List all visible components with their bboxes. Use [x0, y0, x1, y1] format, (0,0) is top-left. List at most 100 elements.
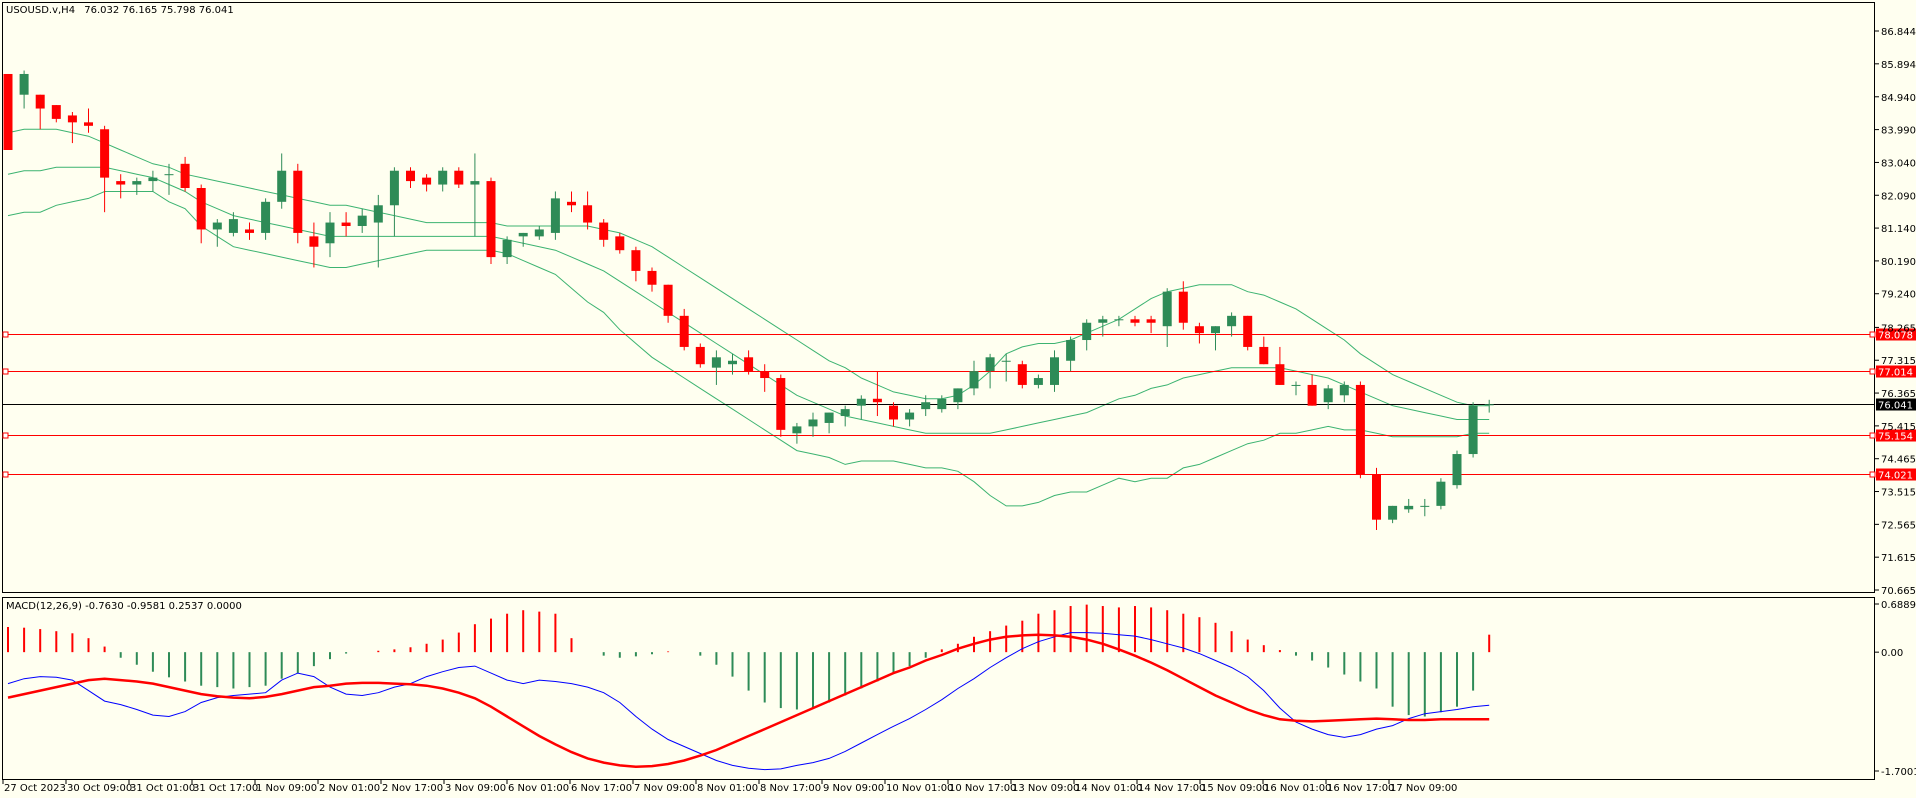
price-panel	[2, 70, 1876, 531]
level-handle-right	[1869, 432, 1876, 439]
macd-signal-line	[7, 633, 1490, 769]
time-tick-label: 14 Nov 17:00	[1138, 783, 1205, 794]
time-tick-label: 8 Nov 01:00	[697, 783, 758, 794]
candle-body-bear	[309, 236, 319, 247]
candle-body-bull	[1436, 481, 1446, 506]
candle-body-bear	[567, 201, 576, 206]
candle-body-bear	[647, 270, 657, 285]
price-tick-label: 86.844	[1881, 27, 1916, 38]
candle-body-bear	[67, 115, 77, 123]
candle-body-bear	[422, 177, 432, 185]
current-price-label: 76.041	[1878, 401, 1913, 412]
time-tick-label: 9 Nov 09:00	[823, 783, 884, 794]
level-badge	[1876, 468, 1916, 481]
time-tick-label: 16 Nov 01:00	[1264, 783, 1331, 794]
candle-body-bull	[502, 239, 512, 258]
time-tick-label: 6 Nov 01:00	[508, 783, 569, 794]
candle-body-bull	[1114, 319, 1124, 321]
candle-body-bull	[953, 388, 963, 403]
candle-body-bull	[824, 412, 834, 423]
candle-body-bull	[373, 205, 383, 223]
candle-body-bear	[1259, 346, 1269, 365]
candle-body-bull	[1211, 326, 1220, 334]
price-tick-label: 71.615	[1881, 553, 1916, 564]
candle-body-bear	[406, 170, 415, 182]
candle-body-bear	[631, 250, 641, 271]
candle-body-bear	[1130, 319, 1140, 323]
time-tick-label: 16 Nov 17:00	[1327, 783, 1394, 794]
price-tick-label: 83.990	[1881, 126, 1916, 137]
price-tick-label: 70.665	[1881, 586, 1916, 597]
price-tick-label: 80.190	[1881, 257, 1916, 268]
candle-body-bear	[1243, 315, 1253, 347]
candle-body-bull	[1082, 322, 1092, 341]
price-tick-label: 79.240	[1881, 290, 1916, 301]
candle-body-bull	[937, 398, 947, 410]
macd-panel	[7, 604, 1491, 771]
candle-body-bull	[1033, 378, 1043, 385]
candle-body-bear	[1372, 474, 1381, 520]
time-tick-label: 10 Nov 17:00	[949, 783, 1016, 794]
level-badge-label: 78.078	[1878, 331, 1913, 342]
time-tick-label: 7 Nov 09:00	[634, 783, 695, 794]
level-badge-label: 74.021	[1878, 471, 1913, 482]
price-tick-label: 76.365	[1881, 389, 1916, 400]
time-tick-label: 1 Nov 09:00	[256, 783, 317, 794]
price-tick-label: 74.465	[1881, 455, 1916, 466]
candle-body-bull	[905, 412, 915, 420]
candle-body-bull	[921, 402, 931, 410]
candle-body-bull	[1323, 388, 1333, 403]
symbol-label: USOUSD.v,H4	[6, 5, 75, 16]
candle-body-bull	[132, 181, 142, 185]
candle-body-bull	[1050, 357, 1059, 385]
candle-body-bear	[84, 122, 93, 126]
candle-body-bull	[808, 419, 818, 427]
time-tick-label: 30 Oct 09:00	[67, 783, 132, 794]
candle-body-bear	[679, 315, 689, 347]
candle-body-bull	[261, 201, 271, 233]
macd-tick-label: -1.7001	[1881, 767, 1916, 778]
candle-body-bear	[180, 163, 190, 188]
level-handle-right	[1869, 331, 1876, 338]
time-tick-label: 17 Nov 09:00	[1390, 783, 1457, 794]
candle-body-bull	[1420, 505, 1430, 507]
time-tick-label: 13 Nov 09:00	[1012, 783, 1079, 794]
macd-tick-label: 0.6889	[1881, 600, 1916, 611]
candle-body-bull	[1227, 315, 1237, 327]
candle-body-bear	[341, 222, 351, 227]
candle-body-bear	[776, 378, 786, 430]
candle-body-bear	[599, 222, 609, 240]
level-handle-left	[2, 471, 9, 478]
candle-body-bear	[1178, 291, 1188, 323]
candle-body-bull	[728, 360, 737, 365]
candle-body-bull	[1452, 454, 1462, 486]
price-tick-label: 83.040	[1881, 158, 1916, 169]
candle-body-bear	[116, 181, 126, 185]
symbol-header: USOUSD.v,H4 76.032 76.165 75.798 76.041	[6, 5, 234, 16]
candle-body-bull	[840, 409, 850, 417]
time-tick-label: 2 Nov 01:00	[319, 783, 380, 794]
time-tick-label: 6 Nov 17:00	[571, 783, 632, 794]
candle-body-bull	[1468, 405, 1478, 455]
candle-body-bear	[889, 405, 898, 420]
candle-body-bull	[1388, 505, 1398, 520]
candle-body-bull	[1066, 340, 1076, 361]
candle-body-bull	[534, 229, 544, 237]
time-tick-label: 15 Nov 09:00	[1201, 783, 1268, 794]
price-tick-label: 73.515	[1881, 488, 1916, 499]
candle-body-bear	[695, 346, 705, 365]
time-tick-label: 27 Oct 2023	[4, 783, 66, 794]
candle-body-bull	[518, 232, 528, 237]
price-tick-label: 78.265	[1881, 323, 1916, 334]
candle-body-bull	[1098, 319, 1108, 323]
price-tick-label: 85.894	[1881, 60, 1916, 71]
upper-band-line	[7, 128, 1490, 407]
candle-body-bear	[35, 94, 45, 109]
level-badge-label: 77.014	[1878, 368, 1913, 379]
price-tick-label: 82.090	[1881, 191, 1916, 202]
candle-body-bear	[245, 229, 254, 233]
candle-body-bull	[212, 222, 222, 230]
macd-header: MACD(12,26,9) -0.7630 -0.9581 0.2537 0.0…	[6, 601, 242, 612]
